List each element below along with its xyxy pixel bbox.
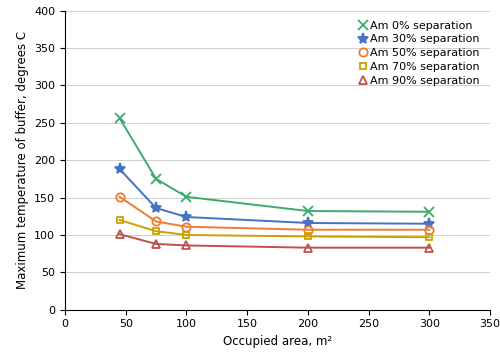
Am 30% separation — [426, 222, 432, 226]
Am 0% separation — [184, 195, 190, 199]
Am 0% separation — [153, 177, 159, 181]
X-axis label: Occupied area, m²: Occupied area, m² — [223, 335, 332, 348]
Am 50% separation — [305, 228, 311, 232]
Line: Am 70% separation: Am 70% separation — [116, 216, 433, 241]
Am 70% separation — [184, 233, 190, 237]
Legend: Am 0% separation, Am 30% separation, Am 50% separation, Am 70% separation, Am 90: Am 0% separation, Am 30% separation, Am … — [354, 16, 484, 90]
Am 50% separation — [184, 225, 190, 229]
Am 50% separation — [116, 195, 122, 199]
Am 90% separation — [116, 232, 122, 236]
Y-axis label: Maximum temperature of buffer, degrees C: Maximum temperature of buffer, degrees C — [16, 31, 28, 289]
Am 50% separation — [426, 228, 432, 232]
Am 30% separation — [153, 206, 159, 210]
Am 30% separation — [184, 215, 190, 219]
Line: Am 30% separation: Am 30% separation — [114, 164, 435, 229]
Am 50% separation — [153, 219, 159, 224]
Am 0% separation — [116, 116, 122, 120]
Am 0% separation — [305, 209, 311, 213]
Am 70% separation — [426, 235, 432, 239]
Am 70% separation — [153, 229, 159, 233]
Am 30% separation — [116, 167, 122, 171]
Am 90% separation — [426, 246, 432, 250]
Am 70% separation — [305, 234, 311, 239]
Am 30% separation — [305, 221, 311, 225]
Am 0% separation — [426, 210, 432, 214]
Am 90% separation — [184, 243, 190, 247]
Am 90% separation — [153, 242, 159, 246]
Line: Am 50% separation: Am 50% separation — [116, 193, 434, 234]
Am 90% separation — [305, 246, 311, 250]
Line: Am 0% separation: Am 0% separation — [115, 113, 434, 216]
Line: Am 90% separation: Am 90% separation — [116, 230, 434, 252]
Am 70% separation — [116, 218, 122, 222]
